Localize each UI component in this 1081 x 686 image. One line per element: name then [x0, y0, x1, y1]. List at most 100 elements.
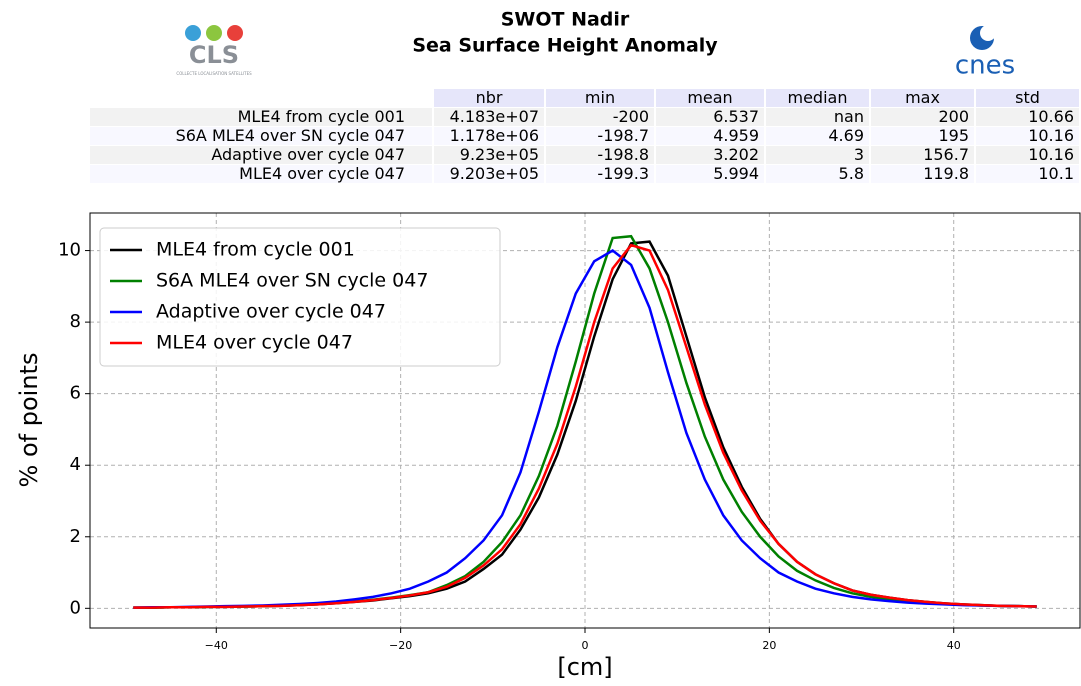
x-tick-label: 20: [762, 639, 776, 652]
y-tick-label: 0: [70, 597, 81, 618]
table-cell: 4.959: [713, 126, 759, 145]
table-row-label: MLE4 over cycle 047: [239, 164, 405, 183]
series-line: [133, 243, 1037, 609]
table-header: max: [905, 88, 940, 107]
logo-subtext: COLLECTE LOCALISATION SATELLITES: [176, 71, 252, 76]
table-cell-bg: [976, 146, 1079, 164]
logo-circle: [206, 25, 222, 41]
logo-circle: [227, 25, 243, 41]
y-tick-label: 6: [70, 383, 81, 404]
table-header-cell: [546, 89, 654, 107]
table-cell: 119.8: [923, 164, 969, 183]
y-axis-label: % of points: [15, 353, 43, 488]
table-cell-bg: [434, 127, 544, 145]
table-cell-bg: [434, 146, 544, 164]
table-header-cell: [656, 89, 764, 107]
plot-frame: [89, 212, 1081, 629]
table-cell: nan: [834, 107, 864, 126]
table-cell: 1.178e+06: [450, 126, 539, 145]
table-header: std: [1015, 88, 1040, 107]
table-cell-bg: [766, 146, 869, 164]
table-cell: 9.203e+05: [450, 164, 539, 183]
y-tick-label: 2: [70, 526, 81, 547]
y-tick-label: 8: [70, 311, 81, 332]
table-header-cell: [434, 89, 544, 107]
table-cell: 5.994: [713, 164, 759, 183]
table-cell: 6.537: [713, 107, 759, 126]
legend-box: [99, 227, 501, 367]
table-cell: 10.66: [1028, 107, 1074, 126]
table-cell-bg: [976, 165, 1079, 183]
table-cell-bg: [656, 165, 764, 183]
table-header-cell: [766, 89, 869, 107]
chart-subtitle: Sea Surface Height Anomaly: [412, 35, 718, 57]
logo-text: CLS: [189, 41, 239, 69]
table-header: median: [788, 88, 848, 107]
table-header-cell: [976, 89, 1079, 107]
logo-text: cnes: [955, 51, 1015, 81]
table-cell: 5.8: [839, 164, 864, 183]
table-cell-bg: [871, 146, 974, 164]
x-tick-label: −20: [389, 639, 412, 652]
chart-title: SWOT Nadir: [501, 9, 630, 31]
table-cell-bg: [976, 108, 1079, 126]
table-row-label: S6A MLE4 over SN cycle 047: [176, 126, 405, 145]
table-row-label-cell: [90, 165, 432, 183]
table-row-label-cell: [90, 146, 432, 164]
table-cell-bg: [656, 127, 764, 145]
legend-label: MLE4 over cycle 047: [156, 332, 353, 354]
table-cell: -199.3: [597, 164, 649, 183]
table-cell: -200: [613, 107, 649, 126]
legend-label: S6A MLE4 over SN cycle 047: [156, 270, 428, 292]
logo-circle: [980, 25, 996, 41]
table-cell: 3.202: [713, 145, 759, 164]
table-cell-bg: [546, 108, 654, 126]
table-cell-bg: [871, 108, 974, 126]
table-header-cell: [871, 89, 974, 107]
table-cell-bg: [656, 108, 764, 126]
table-cell-bg: [546, 127, 654, 145]
y-tick-label: 10: [58, 240, 81, 261]
table-cell-bg: [546, 146, 654, 164]
table-row-label: MLE4 from cycle 001: [238, 107, 405, 126]
legend-label: MLE4 from cycle 001: [156, 239, 355, 261]
x-axis-label: [cm]: [557, 653, 612, 681]
table-cell: 9.23e+05: [460, 145, 539, 164]
table-cell: 156.7: [923, 145, 969, 164]
table-header: nbr: [476, 88, 503, 107]
table-cell: -198.8: [597, 145, 649, 164]
table-cell-bg: [434, 108, 544, 126]
table-cell: 4.69: [828, 126, 864, 145]
logo-circle: [185, 25, 201, 41]
legend-label: Adaptive over cycle 047: [156, 301, 386, 323]
cnes-logo: cnes: [955, 25, 1015, 81]
table-cell: 195: [938, 126, 969, 145]
x-tick-label: −40: [205, 639, 228, 652]
table-cell: 10.16: [1028, 126, 1074, 145]
table-header: mean: [687, 88, 732, 107]
table-cell-bg: [656, 146, 764, 164]
table-cell-bg: [871, 165, 974, 183]
table-cell: 10.1: [1038, 164, 1074, 183]
table-row-label-cell: [90, 127, 432, 145]
table-cell-bg: [766, 127, 869, 145]
table-cell: -198.7: [597, 126, 649, 145]
table-cell-bg: [766, 165, 869, 183]
table-cell-bg: [434, 165, 544, 183]
table-header: min: [585, 88, 615, 107]
table-cell-bg: [546, 165, 654, 183]
x-tick-label: 0: [582, 639, 589, 652]
table-cell-bg: [976, 127, 1079, 145]
table-row-label-cell: [90, 108, 432, 126]
x-tick-label: 40: [947, 639, 961, 652]
table-cell-bg: [766, 108, 869, 126]
table-cell: 200: [938, 107, 969, 126]
table-cell: 10.16: [1028, 145, 1074, 164]
table-cell: 4.183e+07: [450, 107, 539, 126]
y-tick-label: 4: [70, 454, 81, 475]
table-cell: 3: [854, 145, 864, 164]
cls-logo: CLS COLLECTE LOCALISATION SATELLITES: [176, 25, 252, 76]
table-row-label: Adaptive over cycle 047: [211, 145, 405, 164]
